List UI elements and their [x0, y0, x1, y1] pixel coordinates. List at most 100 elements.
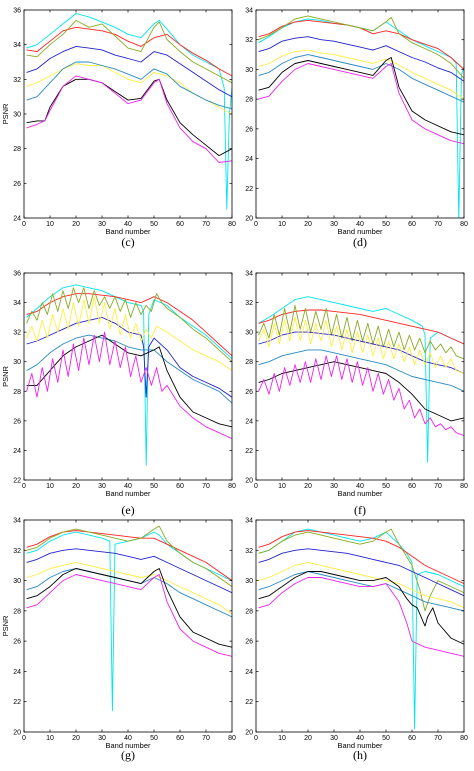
x-tick-label: 40: [356, 221, 364, 228]
x-tick-label: 20: [72, 735, 80, 742]
series-line-8: [258, 63, 464, 145]
axes-frame: [255, 9, 465, 219]
x-tick-label: 70: [202, 735, 210, 742]
series-line-8: [26, 331, 232, 440]
x-tick-label: 10: [46, 221, 54, 228]
x-tick-label: 60: [176, 483, 184, 490]
x-tick-label: 60: [408, 735, 416, 742]
y-tick-label: 20: [245, 216, 253, 223]
x-tick-label: 0: [22, 221, 26, 228]
x-axis-label: Band number: [337, 227, 383, 236]
series-group: [258, 296, 464, 463]
y-tick-label: 28: [245, 608, 253, 615]
panel-g: 0 10 20 30 40 50 60 70 80 20 22 24 26 28 30 32 34 Band nu…: [1, 518, 236, 763]
y-axis-label: PSNR: [1, 103, 10, 124]
x-tick-label: 0: [22, 483, 26, 490]
panel-caption: (h): [353, 748, 367, 762]
x-tick-label: 10: [278, 483, 286, 490]
series-line-7: [258, 571, 464, 645]
x-tick-label: 80: [228, 221, 236, 228]
x-tick-label: 30: [330, 735, 338, 742]
series-line-1: [26, 284, 232, 466]
panel-d: 0 10 20 30 40 50 60 70 80 20 22 24 26 28 30 32 34 Band nu…: [245, 8, 468, 250]
series-line-7: [258, 361, 464, 422]
y-tick-label: 30: [245, 578, 253, 585]
series-line-6: [258, 54, 464, 103]
y-tick-label: 32: [13, 548, 21, 555]
x-tick-label: 0: [22, 735, 26, 742]
y-tick-label: 22: [13, 699, 21, 706]
x-tick-label: 70: [434, 221, 442, 228]
panel-h: 0 10 20 30 40 50 60 70 80 20 22 24 26 28 30 32 34 Band nu…: [245, 518, 468, 763]
y-axis-label: PSNR: [1, 366, 10, 387]
x-tick-label: 30: [98, 735, 106, 742]
x-tick-label: 20: [304, 221, 312, 228]
series-line-3: [26, 287, 232, 363]
series-group: [258, 528, 464, 730]
x-tick-label: 60: [176, 221, 184, 228]
x-tick-label: 70: [202, 483, 210, 490]
x-tick-label: 30: [330, 221, 338, 228]
series-line-1: [258, 528, 464, 730]
x-tick-label: 20: [304, 483, 312, 490]
x-tick-label: 10: [46, 483, 54, 490]
series-group: [26, 13, 232, 210]
y-tick-label: 26: [245, 639, 253, 646]
x-tick-label: 80: [228, 735, 236, 742]
series-line-8: [258, 577, 464, 657]
y-tick-label: 24: [13, 448, 21, 455]
y-tick-label: 26: [13, 418, 21, 425]
series-line-6: [258, 349, 464, 392]
panel-caption: (f): [354, 503, 366, 517]
x-tick-label: 50: [150, 483, 158, 490]
x-tick-label: 80: [228, 483, 236, 490]
series-line-6: [26, 61, 232, 110]
x-tick-label: 10: [46, 735, 54, 742]
y-tick-label: 30: [13, 359, 21, 366]
x-tick-label: 70: [434, 483, 442, 490]
x-tick-label: 10: [278, 735, 286, 742]
x-tick-label: 60: [408, 483, 416, 490]
y-tick-label: 32: [245, 37, 253, 44]
x-tick-label: 0: [254, 221, 258, 228]
y-tick-label: 22: [245, 186, 253, 193]
y-tick-label: 32: [13, 330, 21, 337]
series-line-2: [258, 309, 464, 345]
y-tick-label: 28: [245, 359, 253, 366]
series-line-6: [258, 571, 464, 612]
series-line-3: [26, 525, 232, 587]
series-line-2: [258, 530, 464, 585]
y-tick-label: 28: [13, 146, 21, 153]
y-tick-label: 28: [13, 608, 21, 615]
x-tick-label: 0: [254, 483, 258, 490]
series-line-3: [258, 305, 464, 360]
y-tick-label: 32: [13, 77, 21, 84]
y-tick-label: 32: [245, 300, 253, 307]
series-line-7: [26, 568, 232, 648]
x-tick-label: 40: [124, 735, 132, 742]
series-line-3: [26, 19, 232, 84]
series-line-5: [258, 49, 464, 100]
x-tick-label: 30: [98, 483, 106, 490]
series-line-5: [258, 561, 464, 609]
x-axis-label: Band number: [337, 489, 383, 498]
y-tick-label: 32: [245, 548, 253, 555]
y-tick-label: 24: [245, 156, 253, 163]
y-tick-label: 26: [245, 126, 253, 133]
y-tick-label: 34: [13, 42, 21, 49]
y-tick-label: 20: [245, 478, 253, 485]
series-line-1: [26, 13, 232, 210]
x-tick-label: 70: [202, 221, 210, 228]
panel-f: 0 10 20 30 40 50 60 70 80 20 22 24 26 28 30 32 34 Band nu…: [245, 271, 468, 518]
series-line-2: [26, 293, 232, 357]
panel-e: 0 10 20 30 40 50 60 70 80 22 24 26 28 30 32 34 36 Band nu…: [1, 271, 236, 518]
x-tick-label: 70: [434, 735, 442, 742]
y-tick-label: 34: [245, 271, 253, 278]
y-tick-label: 30: [13, 112, 21, 119]
x-tick-label: 60: [408, 221, 416, 228]
series-line-7: [26, 334, 232, 428]
y-tick-label: 36: [13, 271, 21, 278]
x-axis-label: Band number: [105, 489, 151, 498]
series-line-2: [26, 530, 232, 581]
y-tick-label: 34: [245, 8, 253, 15]
